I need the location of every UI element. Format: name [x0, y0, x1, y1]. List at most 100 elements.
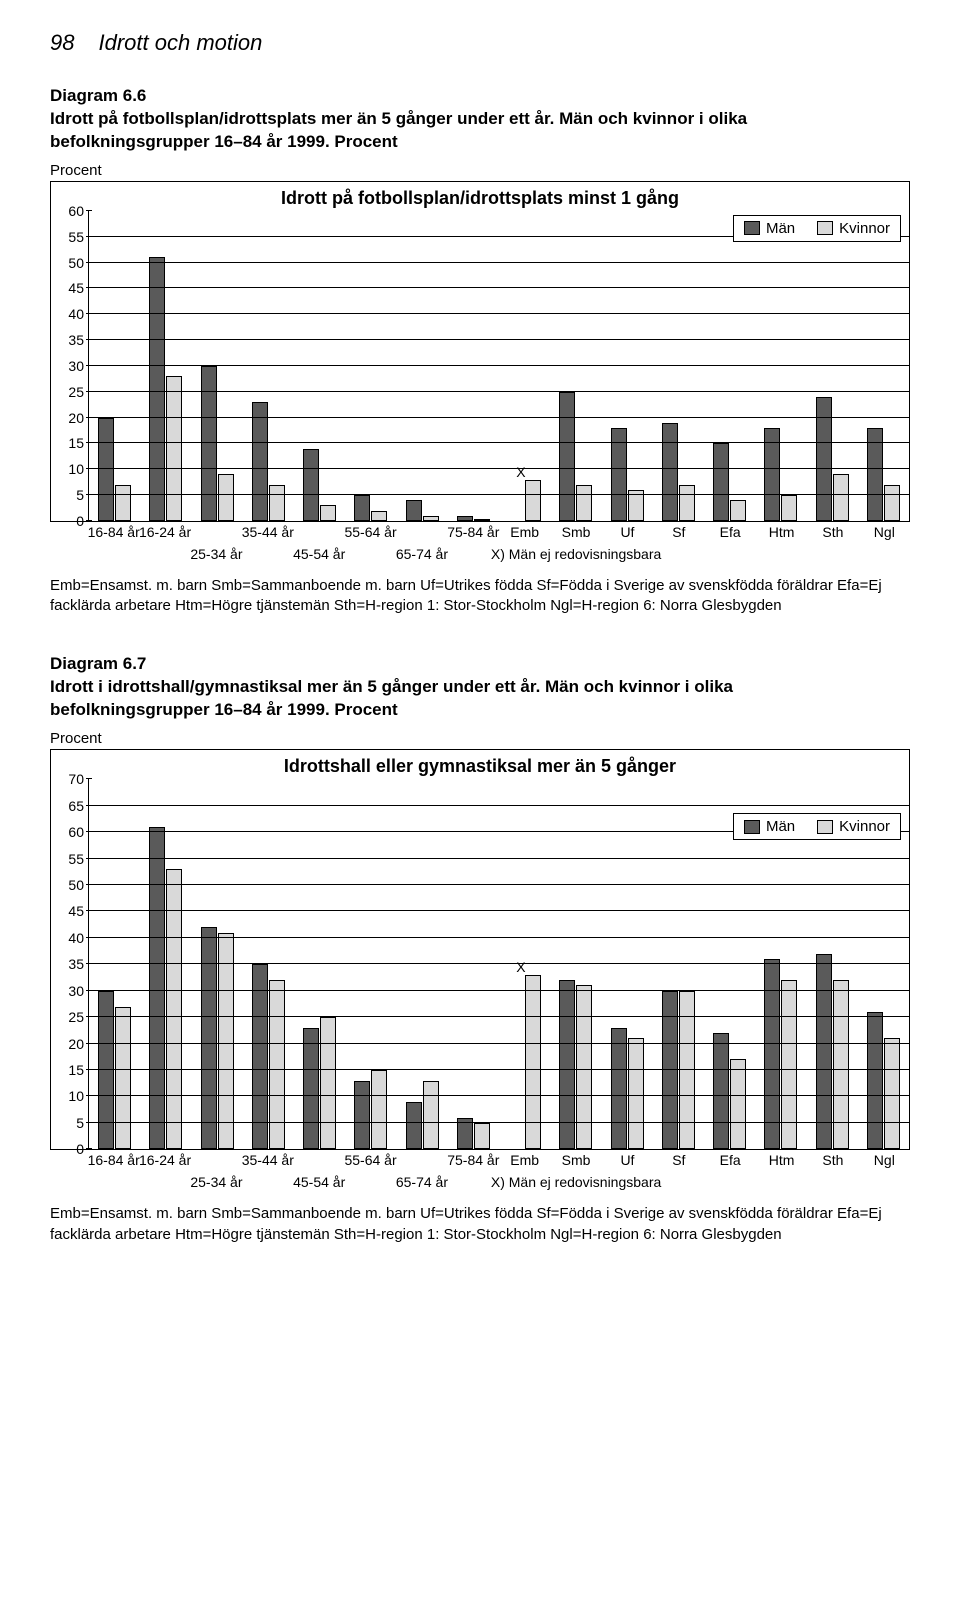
- bar-women: [576, 485, 592, 521]
- y-tick-label: 20: [68, 1036, 84, 1052]
- bar-women: [269, 485, 285, 521]
- y-tick-label: 55: [68, 229, 84, 245]
- bar-women: [781, 495, 797, 521]
- bar-group: X: [499, 779, 550, 1149]
- bar-women: [628, 1038, 644, 1149]
- bar-men: [611, 1028, 627, 1150]
- bar-group: [448, 779, 499, 1149]
- x-label: Sth: [822, 1152, 843, 1168]
- x-label: 75-84 år: [447, 524, 499, 540]
- bar-group: [550, 211, 601, 521]
- bar-women: [730, 500, 746, 521]
- bar-men: [764, 959, 780, 1149]
- x-sublabel: 25-34 år: [190, 546, 242, 562]
- x-label: 55-64 år: [344, 524, 396, 540]
- bar-group: [653, 779, 704, 1149]
- bar-men: [201, 927, 217, 1149]
- bar-women: [884, 1038, 900, 1149]
- bar-group: X: [499, 211, 550, 521]
- bar-men: [149, 257, 165, 521]
- y-tick-label: 45: [68, 280, 84, 296]
- bar-men: [201, 366, 217, 521]
- x-sublabel: 25-34 år: [190, 1174, 242, 1190]
- legend-swatch-men: [744, 221, 760, 235]
- bar-group: [704, 211, 755, 521]
- y-tick-label: 5: [76, 487, 84, 503]
- y-tick-label: 20: [68, 410, 84, 426]
- bar-group: [140, 211, 191, 521]
- x-label: Htm: [769, 1152, 795, 1168]
- bar-group: [397, 779, 448, 1149]
- x-sublabel: 45-54 år: [293, 1174, 345, 1190]
- bar-women: [371, 511, 387, 521]
- x-marker: X: [516, 959, 525, 975]
- chart-1-footer: Emb=Ensamst. m. barn Smb=Sammanboende m.…: [50, 576, 910, 617]
- x-label: Efa: [720, 1152, 741, 1168]
- x-label: Sf: [672, 1152, 685, 1168]
- page-header: 98 Idrott och motion: [50, 30, 910, 56]
- chart-1-plot: X MänKvinnor: [89, 211, 909, 521]
- x-label: 16-84 år: [88, 1152, 140, 1168]
- bar-women: [781, 980, 797, 1149]
- bar-men: [713, 443, 729, 521]
- bar-group: [345, 779, 396, 1149]
- bar-men: [713, 1033, 729, 1149]
- x-label: Efa: [720, 524, 741, 540]
- section-title: Idrott och motion: [98, 30, 262, 56]
- y-tick-label: 10: [68, 461, 84, 477]
- bar-group: [602, 211, 653, 521]
- x-label: 35-44 år: [242, 1152, 294, 1168]
- bar-women: [833, 474, 849, 521]
- bar-group: [294, 779, 345, 1149]
- bar-men: [559, 392, 575, 521]
- x-label: 35-44 år: [242, 524, 294, 540]
- bar-men: [816, 397, 832, 521]
- y-tick-label: 25: [68, 1009, 84, 1025]
- chart-2-heading: Diagram 6.7: [50, 654, 910, 674]
- x-sublabel: X) Män ej redovisningsbara: [491, 546, 661, 562]
- bar-group: [550, 779, 601, 1149]
- bar-men: [252, 402, 268, 521]
- y-tick-label: 35: [68, 332, 84, 348]
- bar-men: [559, 980, 575, 1149]
- bar-group: [858, 211, 909, 521]
- chart-2-yaxis: 0510152025303540455055606570: [51, 779, 89, 1149]
- legend-label-women: Kvinnor: [839, 220, 890, 237]
- legend-item-women: Kvinnor: [817, 818, 890, 835]
- y-tick-label: 35: [68, 956, 84, 972]
- bar-women: [884, 485, 900, 521]
- bar-group: [140, 779, 191, 1149]
- chart-1-xaxis: 16-84 år16-24 år35-44 år55-64 år75-84 år…: [88, 522, 910, 566]
- bar-women: [320, 505, 336, 521]
- bar-women: [218, 933, 234, 1150]
- bar-women: [423, 1081, 439, 1150]
- y-tick-label: 60: [68, 824, 84, 840]
- y-tick-label: 60: [68, 203, 84, 219]
- chart-2-frame: Idrottshall eller gymnastiksal mer än 5 …: [50, 749, 910, 1150]
- bar-women: [576, 985, 592, 1149]
- chart-2-ylabel: Procent: [50, 730, 910, 747]
- y-tick-label: 55: [68, 851, 84, 867]
- bar-women: [525, 975, 541, 1149]
- bar-women: [320, 1017, 336, 1149]
- chart-2-title: Idrottshall eller gymnastiksal mer än 5 …: [51, 750, 909, 779]
- bar-men: [303, 449, 319, 521]
- y-tick-label: 10: [68, 1088, 84, 1104]
- bar-men: [457, 516, 473, 521]
- chart-2-footer: Emb=Ensamst. m. barn Smb=Sammanboende m.…: [50, 1204, 910, 1245]
- legend-label-men: Män: [766, 818, 795, 835]
- chart-2-block: Diagram 6.7 Idrott i idrottshall/gymnast…: [50, 654, 910, 1244]
- bar-group: [243, 211, 294, 521]
- x-marker: X: [516, 464, 525, 480]
- x-label: Sf: [672, 524, 685, 540]
- y-tick-label: 25: [68, 384, 84, 400]
- bar-men: [662, 991, 678, 1150]
- bar-women: [525, 480, 541, 521]
- bar-group: [89, 211, 140, 521]
- x-label: 16-84 år: [88, 524, 140, 540]
- bar-group: [345, 211, 396, 521]
- bar-men: [662, 423, 678, 521]
- bar-women: [423, 516, 439, 521]
- x-label: Emb: [510, 1152, 539, 1168]
- y-tick-label: 65: [68, 798, 84, 814]
